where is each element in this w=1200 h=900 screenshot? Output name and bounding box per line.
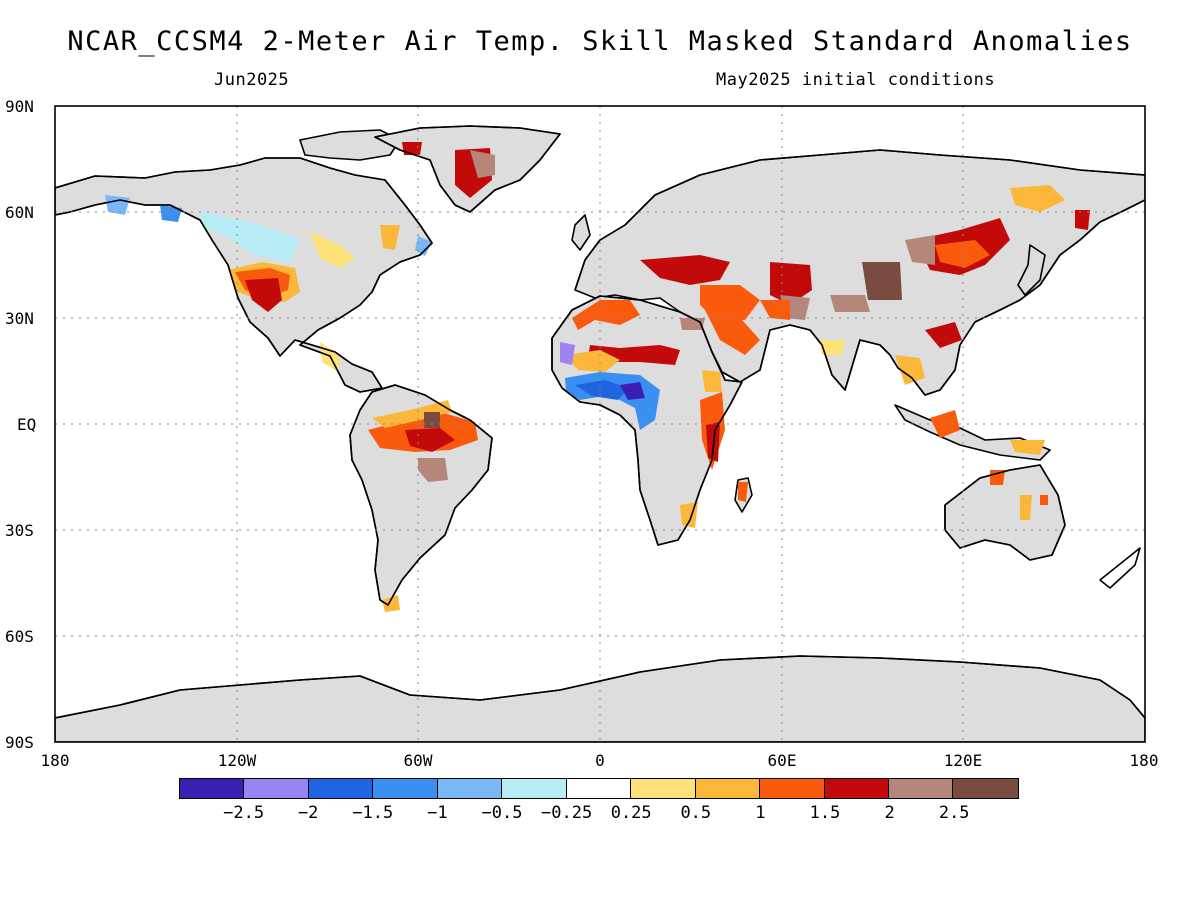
- map-frame: [54, 105, 1146, 743]
- colorbar-swatch-7: [631, 779, 696, 798]
- forecast-month: Jun2025: [214, 70, 290, 90]
- colorbar-label-6: 0.25: [610, 803, 652, 823]
- colorbar-label-1: −2: [297, 803, 319, 823]
- colorbar-swatch-0: [180, 779, 245, 798]
- lat-label-60s: 60S: [5, 627, 34, 646]
- colorbar-swatch-5: [502, 779, 567, 798]
- colorbar-swatch-8: [695, 779, 761, 798]
- initial-conditions-label: May2025 initial conditions: [716, 70, 996, 90]
- colorbar-label-4: −0.5: [481, 803, 523, 823]
- gridlines: [55, 106, 1145, 742]
- colorbar-label-7: 0.5: [680, 803, 712, 823]
- colorbar-label-8: 1: [755, 803, 766, 823]
- colorbar-swatch-11: [888, 779, 954, 798]
- lat-label-30s: 30S: [5, 521, 34, 540]
- anomaly-patches: [105, 142, 1090, 612]
- lon-label-60e: 60E: [767, 751, 797, 770]
- colorbar-label-11: 2.5: [938, 803, 970, 823]
- coastline-outlines: [55, 125, 1145, 719]
- colorbar-label-3: −1: [427, 803, 448, 823]
- lon-label-120e: 120E: [943, 751, 983, 770]
- lon-label-180w: 180: [40, 751, 70, 770]
- colorbar-label-5: −0.25: [541, 803, 593, 823]
- colorbar-swatch-3: [373, 779, 438, 798]
- colorbar: [179, 778, 1019, 799]
- colorbar-label-2: −1.5: [352, 803, 394, 823]
- colorbar-label-9: 1.5: [809, 803, 841, 823]
- map-title: NCAR_CCSM4 2-Meter Air Temp. Skill Maske…: [67, 26, 1133, 57]
- colorbar-swatch-1: [244, 779, 309, 798]
- united-kingdom: [571, 214, 591, 251]
- colorbar-swatch-2: [308, 779, 374, 798]
- lat-label-eq: EQ: [17, 415, 37, 434]
- lat-label-90n: 90N: [5, 97, 34, 116]
- colorbar-swatch-4: [437, 779, 503, 798]
- lon-label-60w: 60W: [403, 751, 433, 770]
- colorbar-swatch-6: [566, 779, 632, 798]
- lat-label-30n: 30N: [5, 309, 34, 328]
- colorbar-swatch-10: [824, 779, 889, 798]
- colorbar-swatch-9: [760, 779, 825, 798]
- lon-label-180e: 180: [1129, 751, 1159, 770]
- colorbar-swatch-12: [953, 779, 1018, 798]
- lon-label-0: 0: [595, 751, 605, 770]
- colorbar-label-0: −2.5: [223, 803, 265, 823]
- lon-label-120w: 120W: [217, 751, 257, 770]
- australia: [944, 464, 1066, 561]
- japan: [1017, 244, 1046, 296]
- colorbar-label-10: 2: [884, 803, 895, 823]
- lat-label-90s: 90S: [5, 733, 34, 752]
- lat-label-60n: 60N: [5, 203, 34, 222]
